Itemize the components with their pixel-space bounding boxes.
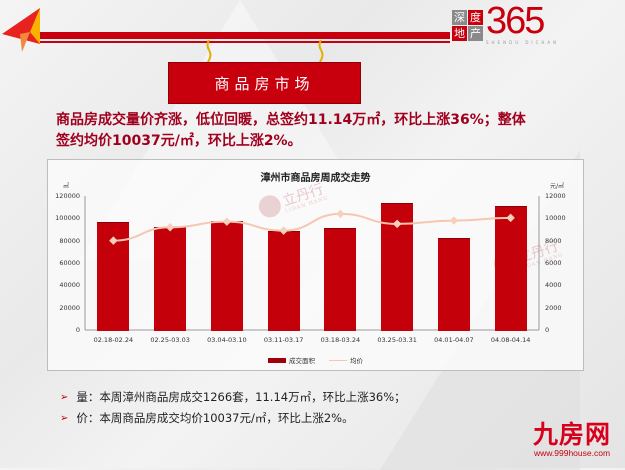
line-point — [222, 217, 232, 226]
right-axis-tick: 10000 — [545, 214, 566, 223]
chart-panel: 漳州市商品房周成交走势 立丹行 LIDAN HANG 立丹行 LIDAN HAN… — [47, 159, 584, 371]
left-axis-tick: 120000 — [55, 192, 80, 200]
logo-name: 九房网 — [532, 420, 611, 449]
headline-line: 签约均价10037元/㎡，环比上涨2%。 — [56, 133, 302, 149]
paper-plane-icon — [2, 8, 40, 52]
x-axis-tick: 03.11-03.17 — [263, 336, 304, 344]
bar — [324, 227, 357, 331]
bullet-item: ➢ 价：本周商品房成交均价10037元/㎡，环比上涨2%。 — [60, 408, 406, 429]
line-point — [109, 236, 118, 245]
bar — [494, 205, 527, 331]
x-axis-tick: 04.08-04.14 — [490, 336, 531, 344]
headline: 商品房成交量价齐涨，低位回暖，总签约11.14万㎡，环比上涨36%；整体 签约均… — [56, 110, 596, 152]
line-point — [279, 226, 288, 235]
header-rule — [40, 32, 450, 39]
logo-subtitle: SHENDU DICHAN — [486, 40, 560, 45]
line-point — [165, 223, 175, 232]
x-axis-tick: 03.04-03.10 — [207, 336, 247, 344]
bar — [210, 221, 243, 331]
x-axis-tick: 02.25-03.03 — [150, 336, 190, 344]
line-point — [449, 216, 459, 225]
right-axis-tick: 8000 — [545, 236, 562, 245]
left-axis-tick: 100000 — [55, 214, 80, 223]
section-title: 商品房市场 — [214, 74, 315, 93]
logo-char: 产 — [468, 26, 483, 41]
logo-999house: 九房网 www.999house.com — [522, 420, 622, 459]
chart-legend: 成交面积 均价 — [48, 355, 583, 365]
bar — [437, 238, 470, 331]
headline-line: 商品房成交量价齐涨，低位回暖，总签约11.14万㎡，环比上涨36%；整体 — [56, 112, 526, 128]
left-axis-tick: 60000 — [59, 259, 80, 267]
header-rule-thin — [40, 41, 450, 43]
logo-number: 365 — [486, 0, 545, 42]
legend-item-price: 均价 — [329, 355, 363, 365]
right-axis-tick: 2000 — [545, 303, 562, 312]
section-title-board: 商品房市场 — [168, 62, 361, 104]
logo-url: www.999house.com — [533, 448, 611, 458]
left-axis-tick: 20000 — [59, 303, 80, 312]
chart-title: 漳州市商品房周成交走势 — [260, 173, 371, 184]
bullet-text: 量：本周漳州商品房成交1266套，11.14万㎡，环比上涨36%； — [76, 390, 406, 404]
line-point — [392, 219, 402, 229]
logo-char: 度 — [468, 10, 483, 25]
x-axis-tick: 02.18-02.24 — [93, 336, 134, 344]
legend-label: 成交面积 — [289, 357, 315, 365]
legend-label: 均价 — [350, 357, 363, 365]
bullet-text: 价：本周商品房成交均价10037元/㎡，环比上涨2%。 — [76, 411, 354, 425]
x-axis-tick: 03.18-03.24 — [320, 336, 361, 344]
left-axis-tick: 80000 — [59, 236, 80, 245]
logo-shendu-365: 深 度 地 产 365 SHENDU DICHAN — [452, 0, 622, 46]
bullet-arrow-icon: ➢ — [60, 413, 69, 424]
legend-item-area: 成交面积 — [268, 355, 315, 365]
x-axis-tick: 03.25-03.31 — [377, 336, 417, 344]
line-point — [506, 213, 515, 223]
logo-char: 深 — [452, 10, 467, 25]
left-axis-tick: 0 — [75, 326, 80, 334]
bullet-arrow-icon: ➢ — [60, 392, 69, 403]
x-axis-tick: 04.01-04.07 — [434, 336, 474, 344]
right-axis-tick: 6000 — [545, 259, 562, 267]
left-axis-tick: 40000 — [59, 281, 80, 290]
line-series — [109, 209, 515, 245]
legend-bar-swatch — [268, 357, 286, 363]
logo-char: 地 — [452, 26, 467, 41]
right-axis-tick: 4000 — [545, 281, 562, 290]
bar — [154, 226, 187, 331]
left-axis-unit: ㎡ — [63, 183, 70, 190]
right-axis-unit: 元/㎡ — [550, 183, 565, 190]
line-point — [336, 209, 345, 219]
right-axis-tick: 0 — [545, 326, 550, 334]
bullet-item: ➢ 量：本周漳州商品房成交1266套，11.14万㎡，环比上涨36%； — [60, 387, 406, 408]
summary-bullets: ➢ 量：本周漳州商品房成交1266套，11.14万㎡，环比上涨36%； ➢ 价：… — [60, 387, 406, 429]
right-axis-tick: 12000 — [545, 192, 566, 200]
legend-line-swatch — [329, 359, 347, 361]
